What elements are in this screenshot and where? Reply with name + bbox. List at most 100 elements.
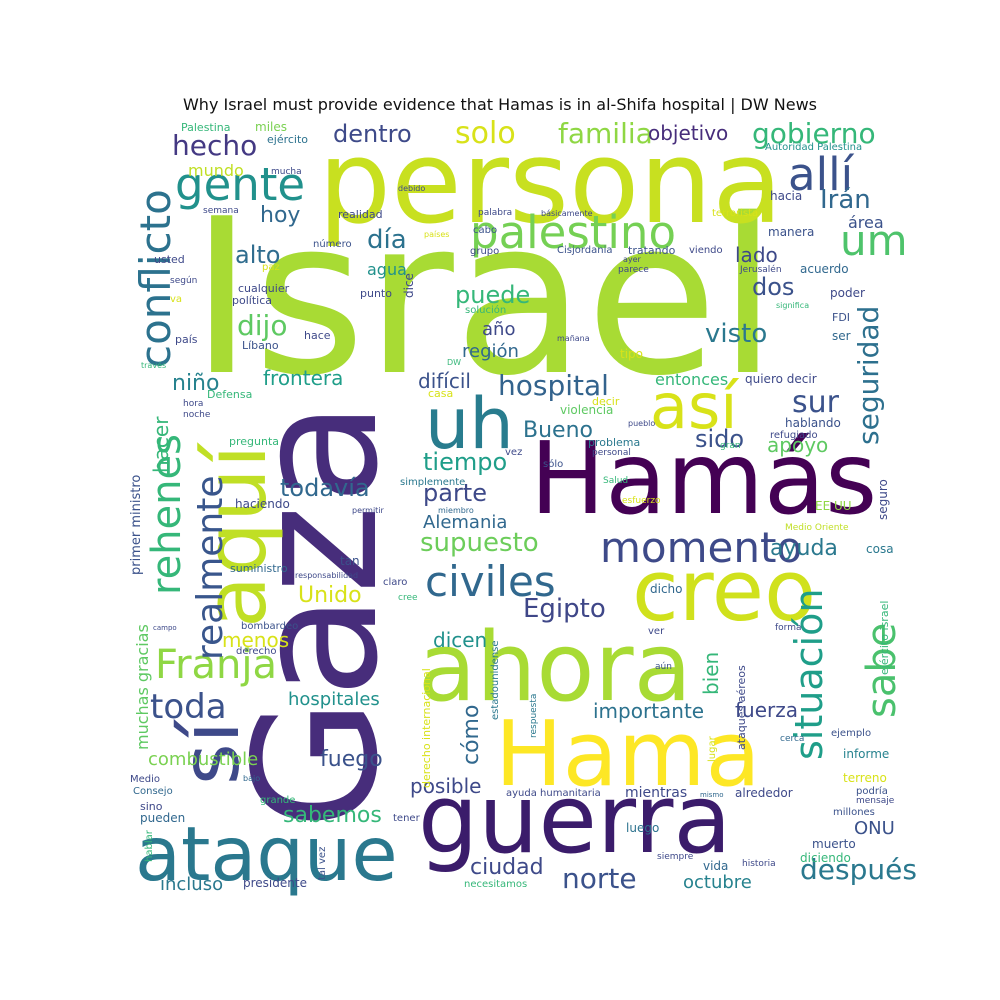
cloud-word: vida: [703, 859, 728, 873]
cloud-word: puede: [455, 281, 530, 309]
cloud-word: noche: [183, 410, 211, 420]
cloud-word: decir: [592, 395, 620, 408]
cloud-word: dos: [752, 273, 794, 301]
cloud-word: sólo: [543, 458, 563, 470]
cloud-word: ayer: [623, 255, 642, 264]
cloud-word: dicho: [650, 582, 683, 596]
cloud-word: Bueno: [523, 418, 593, 443]
cloud-word: hospitales: [288, 689, 380, 710]
cloud-word: hace: [304, 329, 331, 342]
cloud-word: agua: [367, 260, 407, 279]
cloud-word: historia: [742, 859, 776, 869]
cloud-word: cabo: [473, 225, 497, 236]
cloud-word: esfuerzo: [622, 496, 661, 506]
cloud-word: alrededor: [735, 786, 793, 800]
cloud-word: podría: [856, 785, 888, 797]
cloud-word: Franja: [155, 642, 277, 688]
cloud-word: año: [482, 319, 515, 340]
cloud-word: terrorista: [712, 208, 758, 219]
cloud-word: toda: [150, 687, 227, 727]
cloud-word: dentro: [333, 120, 412, 148]
cloud-word: alto: [235, 241, 280, 269]
cloud-word: significa: [776, 301, 809, 310]
cloud-word: dicen: [433, 628, 487, 652]
cloud-word: bombardeo: [241, 621, 298, 632]
cloud-word: primer ministro: [129, 475, 144, 575]
cloud-word: día: [367, 225, 407, 255]
cloud-word: creo: [632, 542, 816, 641]
cloud-word: bien: [699, 652, 723, 695]
cloud-word: campo: [153, 624, 177, 632]
cloud-word: supuesto: [420, 528, 539, 558]
cloud-word: ataque: [135, 810, 398, 898]
cloud-word: parte: [423, 479, 487, 507]
cloud-word: hacer: [149, 416, 173, 473]
cloud-word: importante: [593, 699, 704, 723]
cloud-word: necesitamos: [464, 879, 527, 890]
cloud-word: Unido: [298, 583, 362, 608]
cloud-word: FDI: [832, 311, 850, 324]
cloud-word: casa: [428, 387, 453, 400]
cloud-word: área: [848, 213, 884, 232]
cloud-word: niño: [172, 371, 219, 396]
cloud-word: frontera: [263, 366, 343, 390]
cloud-word: través: [141, 360, 166, 370]
cloud-word: Hama: [495, 702, 761, 807]
cloud-word: menos: [222, 628, 289, 652]
cloud-word: aún: [655, 662, 672, 672]
cloud-word: muchas gracias: [133, 624, 152, 750]
cloud-word: presidente: [243, 876, 307, 890]
cloud-word: hacia: [770, 189, 802, 203]
cloud-word: civiles: [425, 557, 556, 606]
cloud-word: ayuda humanitaria: [506, 788, 601, 799]
cloud-word: objetivo: [648, 121, 728, 145]
cloud-word: cree: [398, 593, 418, 603]
cloud-word: uh: [425, 383, 514, 465]
cloud-word: gobierno: [752, 117, 876, 150]
cloud-word: palestino: [470, 206, 676, 259]
cloud-word: ONU: [854, 818, 895, 839]
cloud-word: apoyo: [767, 433, 828, 457]
cloud-word: familia: [558, 117, 653, 150]
cloud-word: hablando: [785, 416, 841, 430]
cloud-word: violencia: [560, 403, 613, 417]
cloud-word: lugar: [707, 735, 718, 762]
cloud-word: sur: [792, 385, 840, 420]
cloud-word: dijo: [237, 309, 287, 342]
cloud-word: DW: [447, 358, 461, 367]
cloud-word: terreno: [843, 771, 887, 785]
cloud-word: usted: [154, 253, 185, 266]
cloud-word: sino: [140, 800, 163, 813]
cloud-word: momento: [600, 523, 802, 572]
cloud-word: tener: [393, 813, 421, 824]
cloud-word: difícil: [418, 369, 471, 393]
cloud-word: solución: [465, 304, 506, 316]
cloud-word: ahora: [418, 613, 692, 723]
cloud-word: allí: [788, 148, 855, 201]
cloud-word: país: [175, 333, 198, 346]
cloud-word: mañana: [557, 334, 590, 343]
cloud-word: tal vez: [317, 847, 328, 880]
cloud-word: responsabilidad: [295, 571, 358, 580]
cloud-word: países: [424, 230, 449, 239]
cloud-word: sabe: [859, 623, 905, 718]
cloud-word: entonces: [655, 370, 728, 389]
cloud-word: gente: [175, 158, 305, 211]
cloud-word: vez: [505, 447, 522, 458]
cloud-word: visto: [705, 319, 767, 349]
cloud-word: viendo: [689, 245, 723, 256]
cloud-word: octubre: [683, 872, 752, 893]
cloud-word: paz: [262, 262, 280, 273]
cloud-word: posible: [410, 774, 481, 798]
cloud-word: cerca: [780, 734, 804, 744]
cloud-word: simplemente: [400, 477, 465, 488]
page-title: Why Israel must provide evidence that Ha…: [182, 95, 817, 114]
cloud-word: Jerusalén: [739, 264, 782, 275]
cloud-word: tratando: [628, 244, 676, 257]
cloud-word: muerto: [812, 837, 856, 851]
cloud-word: derecho: [236, 646, 277, 657]
cloud-word: hora: [183, 399, 203, 409]
cloud-word: bajo: [243, 774, 260, 783]
cloud-word: hoy: [260, 203, 300, 228]
